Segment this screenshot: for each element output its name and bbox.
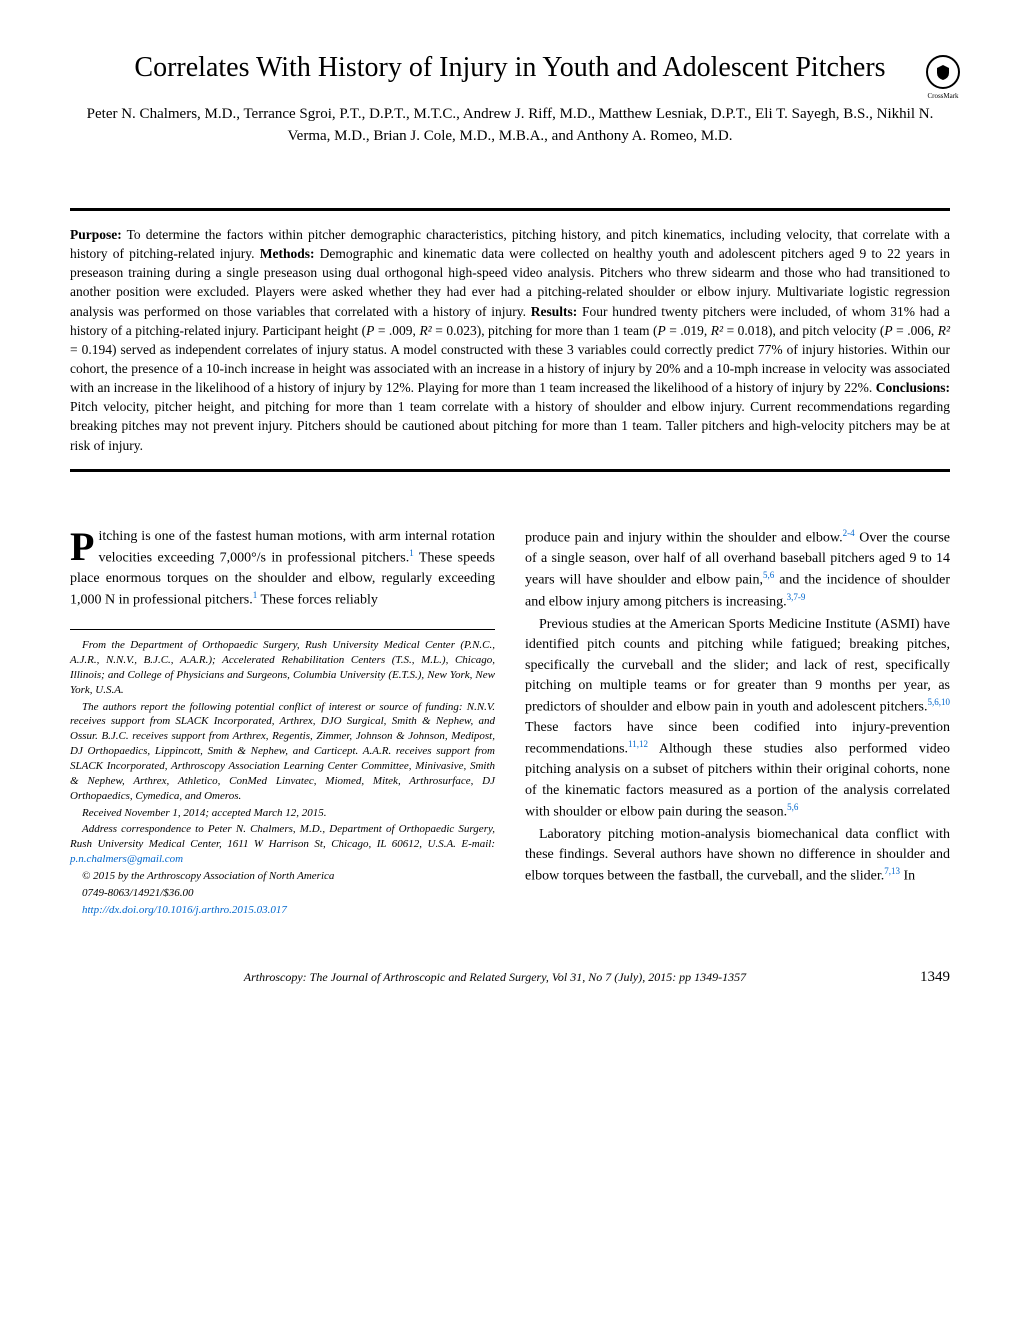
ref-56a[interactable]: 5,6 [763,570,774,580]
conclusions-label: Conclusions: [876,380,950,395]
crossmark-label: CrossMark [922,92,964,100]
results-e: = 0.018), and pitch velocity ( [723,323,884,338]
ref-713[interactable]: 7,13 [884,866,900,876]
purpose-label: Purpose: [70,227,122,242]
doi-link[interactable]: http://dx.doi.org/10.1016/j.arthro.2015.… [82,904,287,916]
title-row: Correlates With History of Injury in You… [70,50,950,86]
footnote-rule [70,629,495,630]
results-label: Results: [531,304,578,319]
footer-journal: Arthroscopy: The Journal of Arthroscopic… [244,970,746,985]
footnote-affil: From the Department of Orthopaedic Surge… [70,638,495,697]
ref-56b[interactable]: 5,6 [787,802,798,812]
article-title: Correlates With History of Injury in You… [134,50,885,86]
left-column: Pitching is one of the fastest human mot… [70,527,495,920]
ref-379[interactable]: 3,7-9 [787,592,806,602]
rule-bottom [70,469,950,472]
para-1: Pitching is one of the fastest human mot… [70,527,495,612]
results-b: = .009, [374,323,419,338]
footnote-coi: The authors report the following potenti… [70,700,495,804]
corr-text: Address correspondence to Peter N. Chalm… [70,823,495,850]
rule-top [70,208,950,211]
dropcap: P [70,527,98,564]
p1c: These forces reliably [257,593,378,608]
para-3: Previous studies at the American Sports … [525,615,950,823]
footnote-dates: Received November 1, 2014; accepted Marc… [70,806,495,821]
p4b: In [900,869,915,884]
para-2: produce pain and injury within the shoul… [525,527,950,613]
stat-p2: P [657,323,665,338]
stat-p3: P [884,323,892,338]
results-d: = .019, [666,323,711,338]
page-footer: Arthroscopy: The Journal of Arthroscopic… [70,969,950,986]
stat-r1: R² [419,323,431,338]
methods-label: Methods: [260,246,315,261]
crossmark-icon[interactable] [926,55,960,89]
p3a: Previous studies at the American Sports … [525,617,950,715]
stat-r3: R² [938,323,950,338]
ref-1112[interactable]: 11,12 [628,739,648,749]
results-g: = 0.194) served as independent correlate… [70,342,950,395]
footnotes: From the Department of Orthopaedic Surge… [70,638,495,917]
p2a: produce pain and injury within the shoul… [525,530,843,545]
footer-page: 1349 [920,969,950,986]
footnote-issn: 0749-8063/14921/$36.00 [70,886,495,901]
right-column: produce pain and injury within the shoul… [525,527,950,920]
stat-r2: R² [711,323,723,338]
para-4: Laboratory pitching motion-analysis biom… [525,825,950,888]
footnote-doi: http://dx.doi.org/10.1016/j.arthro.2015.… [70,903,495,918]
abstract: Purpose: To determine the factors within… [70,225,950,455]
results-c: = 0.023), pitching for more than 1 team … [432,323,658,338]
results-f: = .006, [893,323,938,338]
footnote-copyright: © 2015 by the Arthroscopy Association of… [70,869,495,884]
ref-5610[interactable]: 5,6,10 [928,697,951,707]
footnote-correspondence: Address correspondence to Peter N. Chalm… [70,822,495,867]
body-columns: Pitching is one of the fastest human mot… [70,527,950,920]
ref-24[interactable]: 2-4 [843,528,855,538]
conclusions-text: Pitch velocity, pitcher height, and pitc… [70,399,950,452]
authors: Peter N. Chalmers, M.D., Terrance Sgroi,… [70,104,950,148]
email-link[interactable]: p.n.chalmers@gmail.com [70,853,183,865]
